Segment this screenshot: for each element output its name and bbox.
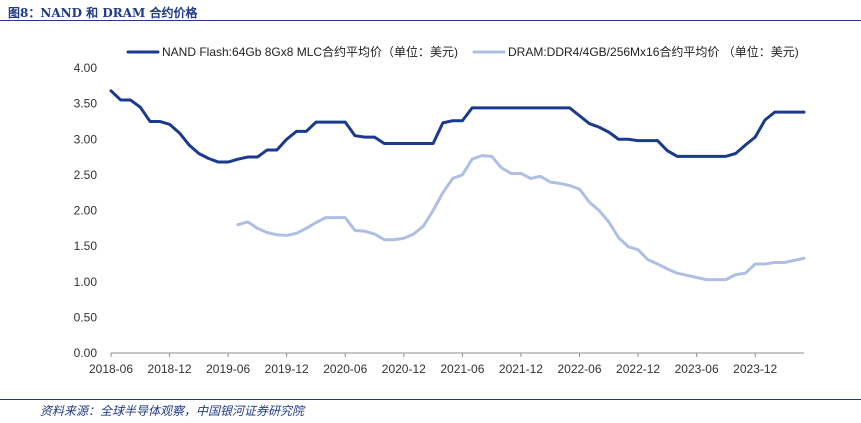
x-tick-label: 2023-12 [733, 362, 777, 376]
x-tick-label: 2018-06 [89, 362, 133, 376]
y-tick-label: 2.50 [74, 168, 98, 182]
figure-title: 图8：NAND 和 DRAM 合约价格 [8, 6, 198, 20]
x-tick-label: 2023-06 [675, 362, 719, 376]
series-line-dram [236, 154, 806, 282]
x-axis: 2018-06 2018-12 2019-06 2019-12 2020-06 2020-… [89, 352, 804, 376]
y-tick-label: 0.00 [74, 346, 98, 360]
title-divider [0, 20, 861, 21]
series-line-nand [109, 89, 806, 164]
line-chart: NAND Flash:64Gb 8Gx8 MLC合约平均价（单位：美元) DRAM… [74, 44, 806, 376]
source-note: 资料来源：全球半导体观察，中国银河证券研究院 [40, 404, 305, 418]
legend-label-nand: NAND Flash:64Gb 8Gx8 MLC合约平均价（单位：美元) [162, 44, 458, 59]
x-tick-label: 2022-12 [616, 362, 660, 376]
y-tick-label: 2.00 [74, 204, 98, 218]
x-tick-label: 2019-12 [265, 362, 309, 376]
y-tick-label: 0.50 [74, 310, 98, 324]
x-tick-label: 2019-06 [206, 362, 250, 376]
legend-label-dram: DRAM:DDR4/4GB/256Mx16合约平均价 （单位：美元) [508, 44, 799, 59]
footer-divider [0, 399, 861, 400]
y-tick-label: 1.50 [74, 239, 98, 253]
x-tick-label: 2021-12 [499, 362, 543, 376]
x-tick-label: 2020-12 [382, 362, 426, 376]
y-tick-label: 3.00 [74, 132, 98, 146]
y-tick-label: 3.50 [74, 97, 98, 111]
series-layer [109, 89, 806, 282]
x-tick-label: 2021-06 [440, 362, 484, 376]
y-axis: 0.00 0.50 1.00 1.50 2.00 2.50 3.00 3.50 4.00 [74, 61, 98, 360]
y-tick-label: 1.00 [74, 275, 98, 289]
x-tick-label: 2018-12 [148, 362, 192, 376]
x-tick-label: 2020-06 [323, 362, 367, 376]
x-tick-label: 2022-06 [557, 362, 601, 376]
legend: NAND Flash:64Gb 8Gx8 MLC合约平均价（单位：美元) DRAM… [126, 44, 799, 59]
y-tick-label: 4.00 [74, 61, 98, 75]
